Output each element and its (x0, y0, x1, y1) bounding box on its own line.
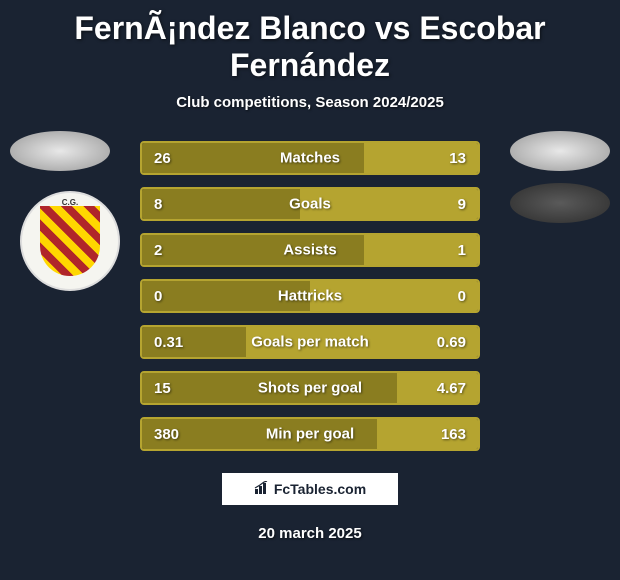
page-title: FernÃ¡ndez Blanco vs Escobar Fernández (0, 10, 620, 84)
stat-row: 0.310.69Goals per match (140, 325, 480, 359)
stat-label: Min per goal (266, 426, 354, 443)
stat-label: Hattricks (278, 288, 342, 305)
subtitle: Club competitions, Season 2024/2025 (0, 94, 620, 111)
stat-left-value: 0.31 (142, 327, 246, 357)
stat-row: 21Assists (140, 233, 480, 267)
chart-icon (254, 481, 270, 498)
stat-row: 154.67Shots per goal (140, 371, 480, 405)
player2-badge-ellipse-2 (510, 183, 610, 223)
stat-label: Matches (280, 150, 340, 167)
stat-row: 2613Matches (140, 141, 480, 175)
stat-label: Goals (289, 196, 331, 213)
stat-label: Shots per goal (258, 380, 362, 397)
player1-badge-ellipse (10, 131, 110, 171)
stat-label: Assists (283, 242, 336, 259)
player2-badge-ellipse (510, 131, 610, 171)
stat-row: 89Goals (140, 187, 480, 221)
stat-right-value: 1 (364, 235, 478, 265)
stat-right-value: 163 (377, 419, 478, 449)
brand-text: FcTables.com (274, 481, 366, 497)
date-text: 20 march 2025 (0, 525, 620, 542)
stats-table: 2613Matches89Goals21Assists00Hattricks0.… (140, 141, 480, 451)
brand-footer[interactable]: FcTables.com (220, 471, 400, 507)
club-crest: C.G. (20, 191, 120, 291)
stat-row: 00Hattricks (140, 279, 480, 313)
stat-right-value: 4.67 (397, 373, 478, 403)
crest-shield-icon (40, 206, 100, 276)
stat-label: Goals per match (251, 334, 369, 351)
stat-right-value: 13 (364, 143, 478, 173)
stat-row: 380163Min per goal (140, 417, 480, 451)
stat-left-value: 8 (142, 189, 300, 219)
